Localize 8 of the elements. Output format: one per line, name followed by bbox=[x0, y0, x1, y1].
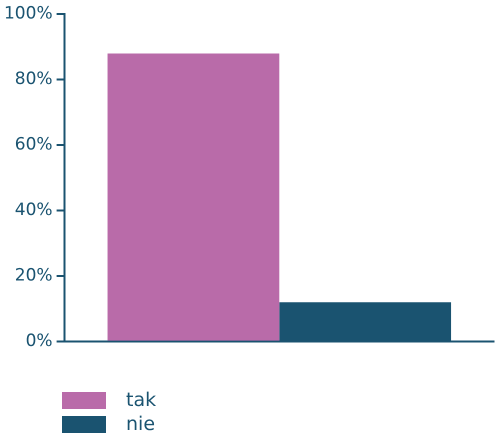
y-tick-label: 0% bbox=[26, 331, 53, 352]
y-tick-label: 20% bbox=[14, 266, 53, 286]
legend-label: nie bbox=[126, 413, 156, 435]
y-tick-label: 40% bbox=[14, 200, 53, 220]
y-tick-label: 80% bbox=[14, 69, 53, 90]
y-tick-label: 60% bbox=[14, 134, 53, 155]
y-tick-label: 100% bbox=[4, 4, 53, 24]
legend-label: tak bbox=[126, 389, 156, 411]
